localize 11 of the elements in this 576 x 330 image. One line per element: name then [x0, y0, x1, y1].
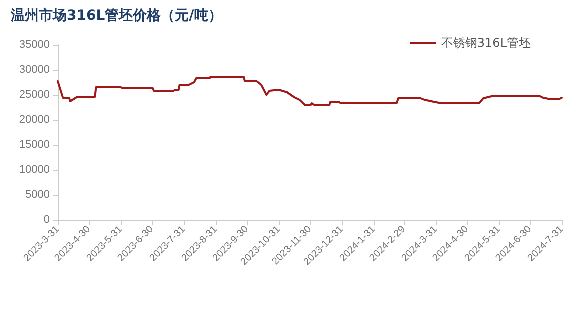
y-tick-label: 35000 — [19, 39, 50, 51]
line-series — [57, 76, 563, 106]
y-tick-label: 30000 — [19, 64, 50, 76]
chart-title: 温州市场316L管坯价格（元/吨） — [10, 7, 222, 24]
y-tick-label: 15000 — [19, 139, 50, 151]
y-tick-label: 20000 — [19, 114, 50, 126]
legend-label: 不锈钢316L管坯 — [441, 36, 532, 50]
y-tick-label: 0 — [44, 214, 50, 226]
y-tick-label: 10000 — [19, 164, 50, 176]
y-tick-label: 5000 — [26, 189, 50, 201]
y-tick-label: 25000 — [19, 89, 50, 101]
